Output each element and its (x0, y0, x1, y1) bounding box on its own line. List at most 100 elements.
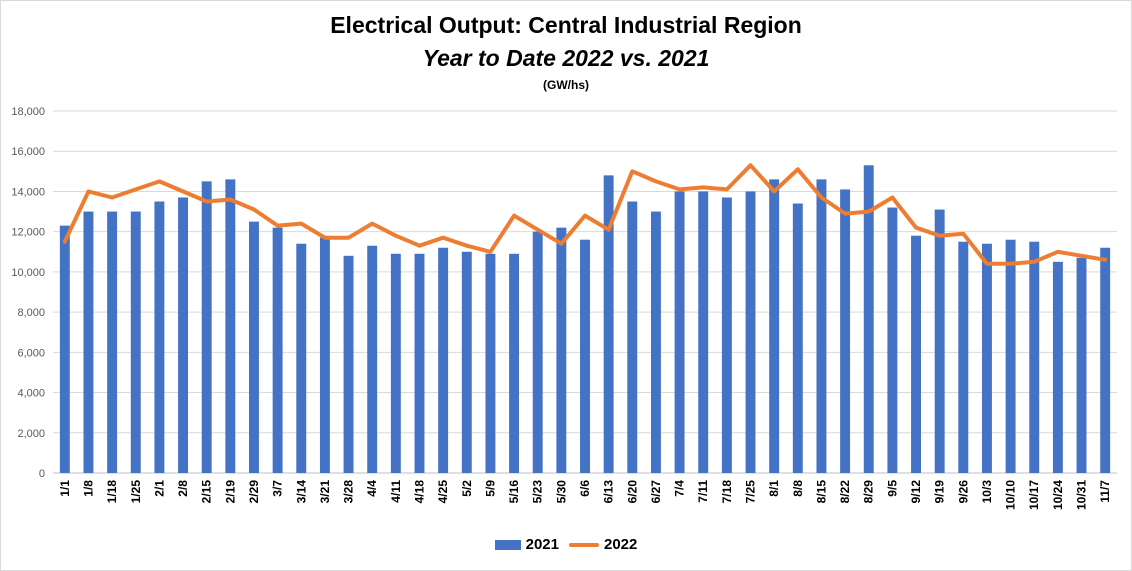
bar-2021 (225, 179, 236, 473)
bar-2021 (698, 191, 709, 473)
x-tick-label: 2/8 (176, 480, 190, 497)
bar-2021 (958, 241, 969, 473)
bar-2021 (130, 211, 141, 474)
x-tick-label: 3/28 (342, 480, 356, 504)
x-tick-label: 5/9 (483, 480, 497, 497)
x-tick-label: 7/18 (720, 480, 734, 504)
x-tick-label: 5/2 (460, 480, 474, 497)
x-tick-label: 9/5 (885, 480, 899, 497)
x-tick-label: 2/29 (247, 480, 261, 504)
x-tick-label: 4/4 (365, 480, 379, 497)
chart-title: Electrical Output: Central Industrial Re… (330, 12, 802, 38)
y-tick-label: 6,000 (17, 347, 45, 359)
bar-2021 (178, 197, 189, 473)
legend-item-2021: 2021 (494, 536, 559, 553)
x-tick-label: 2/1 (152, 480, 166, 497)
bar-2021 (107, 211, 118, 474)
bar-2021 (650, 211, 661, 474)
y-tick-label: 18,000 (11, 106, 45, 118)
bar-2021 (201, 181, 212, 473)
x-tick-label: 6/20 (625, 480, 639, 504)
bar-2021 (438, 247, 449, 473)
bar-2021 (1052, 261, 1063, 473)
y-tick-label: 10,000 (11, 267, 45, 279)
x-tick-label: 7/25 (744, 480, 758, 504)
y-tick-label: 12,000 (11, 227, 45, 239)
x-tick-label: 1/25 (129, 480, 143, 504)
bar-2021 (1076, 257, 1087, 473)
x-tick-label: 6/27 (649, 480, 663, 504)
x-tick-label: 2/15 (200, 480, 214, 504)
bar-2021 (532, 231, 543, 473)
bar-2021 (603, 175, 614, 473)
bar-2021 (83, 211, 94, 474)
x-tick-label: 5/30 (554, 480, 568, 504)
bar-2021 (580, 239, 590, 473)
x-tick-label: 10/24 (1051, 480, 1065, 510)
bar-2021 (792, 203, 803, 473)
bar-2021 (863, 165, 874, 474)
x-tick-label: 8/15 (814, 480, 828, 504)
x-tick-label: 10/17 (1027, 480, 1041, 510)
x-tick-label: 5/23 (531, 480, 545, 504)
x-tick-label: 5/16 (507, 480, 521, 504)
x-tick-label: 10/31 (1075, 480, 1089, 510)
chart-legend: 2021 2022 (0, 536, 1132, 553)
x-tick-label: 9/26 (956, 480, 970, 504)
bar-2021 (343, 255, 354, 473)
legend-swatch-2022 (569, 542, 599, 547)
x-tick-label: 2/19 (223, 480, 237, 504)
x-tick-label: 9/19 (933, 480, 947, 504)
x-tick-label: 10/10 (1004, 480, 1018, 510)
bar-2021 (887, 207, 898, 474)
x-tick-label: 10/3 (980, 480, 994, 504)
bar-2021 (745, 191, 756, 473)
x-tick-label: 7/4 (673, 480, 687, 497)
x-tick-label: 8/1 (767, 480, 781, 497)
bar-2021 (840, 189, 851, 473)
bar-2021 (461, 251, 472, 473)
x-tick-label: 3/21 (318, 480, 332, 504)
chart-subtitle: Year to Date 2022 vs. 2021 (422, 45, 710, 71)
x-tick-label: 6/6 (578, 480, 592, 497)
bar-2021 (319, 237, 330, 473)
bar-2021 (911, 235, 921, 473)
x-tick-label: 8/29 (862, 480, 876, 504)
x-tick-label: 1/8 (81, 480, 95, 497)
y-tick-label: 14,000 (11, 186, 45, 198)
bar-2021 (414, 253, 425, 473)
bar-2021 (981, 243, 992, 473)
x-tick-label: 9/12 (909, 480, 923, 504)
y-tick-label: 4,000 (17, 388, 45, 400)
bar-2021 (627, 201, 638, 473)
y-tick-label: 16,000 (11, 146, 45, 158)
x-tick-label: 1/1 (58, 480, 72, 497)
x-tick-label: 8/8 (791, 480, 805, 497)
bar-2021 (1029, 241, 1040, 473)
bar-2021 (721, 197, 732, 473)
x-tick-label: 3/14 (294, 480, 308, 504)
bar-2021 (485, 253, 496, 473)
x-tick-label: 6/13 (602, 480, 616, 504)
y-tick-label: 8,000 (17, 307, 45, 319)
bar-2021 (674, 191, 685, 473)
x-tick-label: 11/7 (1098, 480, 1112, 503)
bar-2021 (1100, 247, 1111, 473)
bar-2021 (934, 209, 945, 474)
x-tick-label: 3/7 (271, 480, 285, 497)
bar-2021 (249, 221, 259, 473)
bar-2021 (1005, 239, 1016, 473)
bar-2021 (272, 227, 283, 473)
chart-unit-label: (GW/hs) (543, 78, 589, 92)
bar-2021 (154, 201, 165, 473)
legend-label-2022: 2022 (604, 536, 638, 553)
x-tick-label: 7/11 (696, 480, 710, 503)
x-tick-label: 4/25 (436, 480, 450, 504)
x-tick-label: 1/18 (105, 480, 119, 504)
legend-swatch-2021 (494, 539, 521, 550)
y-tick-label: 2,000 (17, 428, 45, 440)
legend-label-2021: 2021 (525, 536, 559, 553)
x-tick-label: 4/11 (389, 480, 403, 503)
legend-item-2022: 2022 (569, 536, 637, 553)
